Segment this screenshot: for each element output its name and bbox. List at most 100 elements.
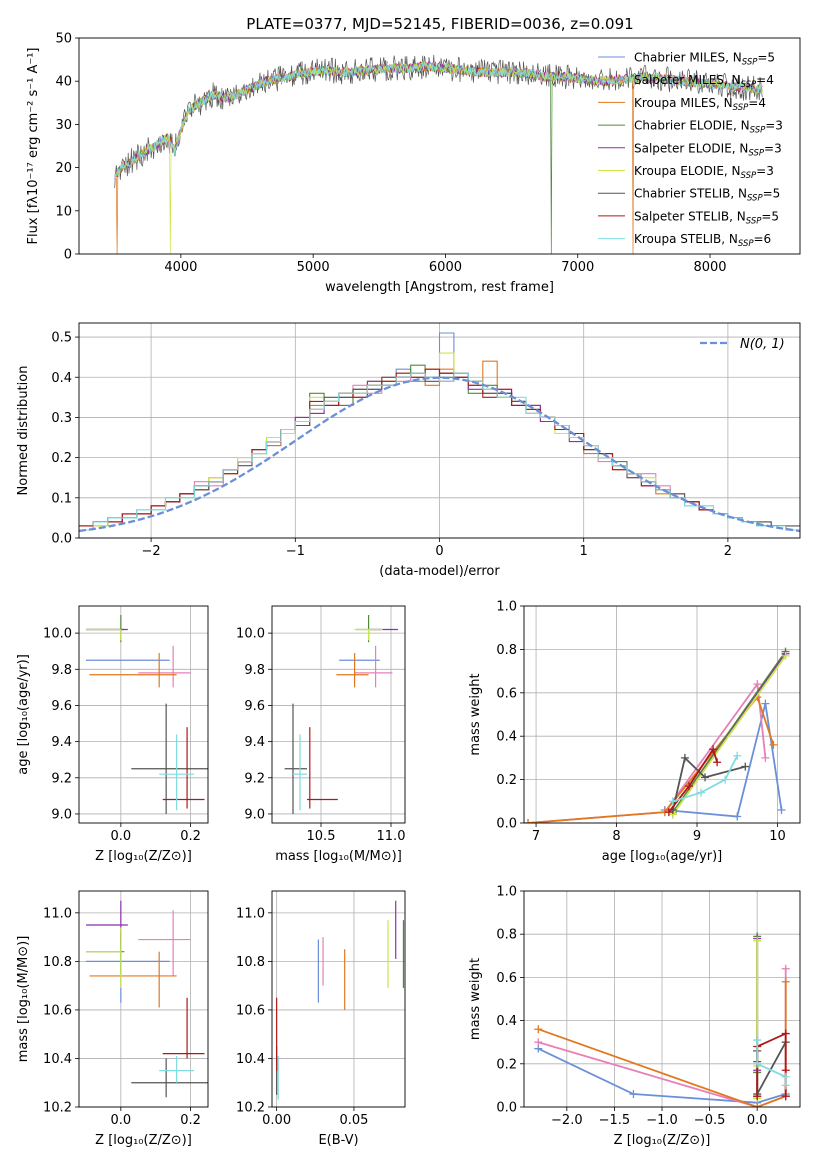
age_vs_mass-plot-area — [284, 615, 398, 814]
age_vs_Z-ytick-label: 9.2 — [51, 771, 72, 786]
residuals-ytick-label: 0.2 — [51, 451, 72, 466]
spectrum-series-line — [114, 54, 763, 189]
spectrum-frame — [78, 37, 801, 255]
legend-label: Chabrier STELIB, NSSP=5 — [634, 187, 780, 204]
weight-series-line — [537, 1047, 786, 1104]
legend-label: N(0, 1) — [740, 337, 785, 352]
weight_vs_Z-xtick-label: 0.0 — [747, 1113, 768, 1128]
spectrum-ylabel: Flux [fλ10⁻¹⁷ erg cm⁻² s⁻¹ A⁻¹] — [26, 48, 41, 245]
spectrum-xtick-label: 4000 — [164, 260, 197, 275]
weight-series-marker — [709, 745, 718, 754]
age_vs_mass-ytick-label: 10.0 — [236, 627, 265, 642]
mass_vs_Z-frame — [78, 890, 209, 1108]
mass_vs_ebv-ytick-label: 10.4 — [236, 1052, 265, 1067]
panel-age_vs_Z: 0.0 0.2 9.0 9.2 9.4 9.6 9.8 10.0 Z [log₁₀(Z/Z⊙)]… — [16, 605, 209, 864]
weight-series-marker — [753, 1036, 762, 1045]
weight-series-marker — [713, 758, 722, 767]
weight_vs_age-xtick-label: 7 — [532, 829, 540, 844]
mass_vs_ebv-frame — [271, 890, 406, 1108]
residuals-legend: N(0, 1) — [700, 337, 785, 352]
residuals-ytick-label: 0.5 — [51, 331, 72, 346]
panel-mass_vs_ebv: 0.00 0.05 10.2 10.4 10.6 10.8 11.0 E(B-V) — [236, 890, 406, 1148]
residuals-plot-area — [79, 332, 800, 533]
weight-series-marker — [781, 1092, 790, 1101]
age_vs_mass-ytick-label: 9.0 — [244, 807, 265, 822]
mass_vs_Z-plot-area — [85, 900, 208, 1098]
spectrum-series-line — [114, 61, 763, 179]
spectrum-ytick-label: 10 — [55, 204, 72, 219]
weight_vs_Z-ytick-label: 0.2 — [496, 1057, 517, 1072]
age_vs_mass-ytick-label: 9.4 — [244, 735, 265, 750]
errorbar-point — [89, 951, 177, 1008]
mass_vs_ebv-ytick-label: 10.8 — [236, 955, 265, 970]
age_vs_mass-ytick-label: 9.6 — [244, 699, 265, 714]
legend-label: Kroupa STELIB, NSSP=6 — [634, 232, 771, 249]
age_vs_Z-ytick-label: 9.8 — [51, 663, 72, 678]
weight-series-marker — [697, 788, 706, 797]
residuals-xtick-label: −1 — [286, 544, 305, 559]
weight_vs_Z-ytick-label: 0.4 — [496, 1014, 517, 1029]
weight-series-marker — [781, 964, 790, 973]
legend-label: Kroupa MILES, NSSP=4 — [634, 96, 766, 113]
mass_vs_Z-axes: 0.0 0.2 10.2 10.4 10.6 10.8 11.0 Z [log₁₀(Z/Z⊙)… — [16, 890, 209, 1148]
weight-series-line — [672, 756, 746, 811]
weight-series-marker — [777, 805, 786, 814]
age_vs_Z-frame — [78, 605, 209, 824]
weight-series-marker — [769, 740, 778, 749]
mass_vs_ebv-xlabel: E(B-V) — [318, 1133, 358, 1148]
mass_vs_Z-ytick-label: 10.8 — [43, 955, 72, 970]
errorbar-point — [159, 734, 195, 811]
residuals-frame — [78, 322, 801, 539]
weight-series-marker — [524, 819, 533, 823]
errorbar-point — [293, 734, 307, 811]
errorbar-point — [138, 910, 191, 976]
weight_vs_Z-ylabel: mass weight — [468, 958, 483, 1040]
weight-series-marker — [753, 1092, 762, 1101]
age_vs_mass-xlabel: mass [log₁₀(M/M⊙)] — [275, 849, 402, 864]
panel-mass_vs_Z: 0.0 0.2 10.2 10.4 10.6 10.8 11.0 Z [log₁₀(Z/Z⊙)… — [16, 890, 209, 1148]
weight_vs_age-ytick-label: 0.4 — [496, 730, 517, 745]
spectrum-ytick-label: 30 — [55, 118, 72, 133]
weight_vs_Z-plot-area — [534, 932, 790, 1107]
spectrum-xtick-label: 6000 — [429, 260, 462, 275]
spectrum-xtick-label: 5000 — [297, 260, 330, 275]
weight-series-marker — [781, 1081, 790, 1090]
residuals-axes: −2 −1 0 1 2 0.0 0.1 0.2 0.3 0.4 0.5 (data-model)/er… — [16, 322, 801, 579]
weight_vs_Z-ytick-label: 0.8 — [496, 928, 517, 943]
mass_vs_Z-ytick-label: 11.0 — [43, 906, 72, 921]
mass_vs_ebv-ytick-label: 11.0 — [236, 906, 265, 921]
weight-series-marker — [733, 812, 742, 821]
weight_vs_age-xtick-label: 10 — [769, 829, 786, 844]
mass_vs_ebv-ytick-label: 10.6 — [236, 1003, 265, 1018]
weight_vs_age-axes: 7 8 9 10 0.0 0.2 0.4 0.6 0.8 1.0 age [log₁₀(age/yr… — [468, 600, 801, 864]
residuals-ytick-label: 0.1 — [51, 491, 72, 506]
age_vs_Z-xtick-label: 0.2 — [180, 829, 201, 844]
weight_vs_Z-ytick-label: 0.0 — [496, 1101, 517, 1116]
spectrum-plot-area — [114, 54, 763, 254]
weight-series-marker — [753, 680, 762, 689]
weight_vs_age-ytick-label: 0.2 — [496, 773, 517, 788]
spectrum-series-line — [114, 61, 763, 178]
mass_vs_Z-ylabel: mass [log₁₀(M/M⊙)] — [16, 936, 31, 1063]
age_vs_Z-axes: 0.0 0.2 9.0 9.2 9.4 9.6 9.8 10.0 Z [log₁₀(Z/Z⊙)]… — [16, 605, 209, 864]
legend-label: Chabrier ELODIE, NSSP=3 — [634, 119, 783, 136]
spectrum-axes: 4000 5000 6000 7000 8000 0 10 20 30 40 50 wavelengt… — [26, 32, 801, 295]
weight-series-marker — [753, 936, 762, 945]
weight_vs_age-plot-area — [524, 647, 790, 823]
normal-reference-curve — [79, 376, 800, 533]
age_vs_mass-xtick-label: 11.0 — [377, 829, 406, 844]
residuals-ytick-label: 0.4 — [51, 371, 72, 386]
panel-weight_vs_Z: −2.0 −1.5 −1.0 −0.5 0.0 0.0 0.2 0.4 0.6 0.8 1.0 Z [… — [468, 885, 801, 1148]
residuals-ylabel: Normed distribution — [16, 366, 31, 496]
spectrum-xtick-label: 7000 — [561, 260, 594, 275]
weight-series-marker — [761, 699, 770, 708]
weight_vs_Z-frame — [523, 890, 801, 1108]
age_vs_Z-plot-area — [85, 615, 208, 814]
weight_vs_age-ytick-label: 0.0 — [496, 817, 517, 832]
weight-series-marker — [664, 808, 673, 817]
weight-series-marker — [721, 775, 730, 784]
weight-series-marker — [629, 1090, 638, 1099]
legend-label: Chabrier MILES, NSSP=5 — [634, 51, 775, 68]
age_vs_Z-ytick-label: 9.0 — [51, 807, 72, 822]
mass_vs_ebv-axes: 0.00 0.05 10.2 10.4 10.6 10.8 11.0 E(B-V) — [236, 890, 406, 1148]
